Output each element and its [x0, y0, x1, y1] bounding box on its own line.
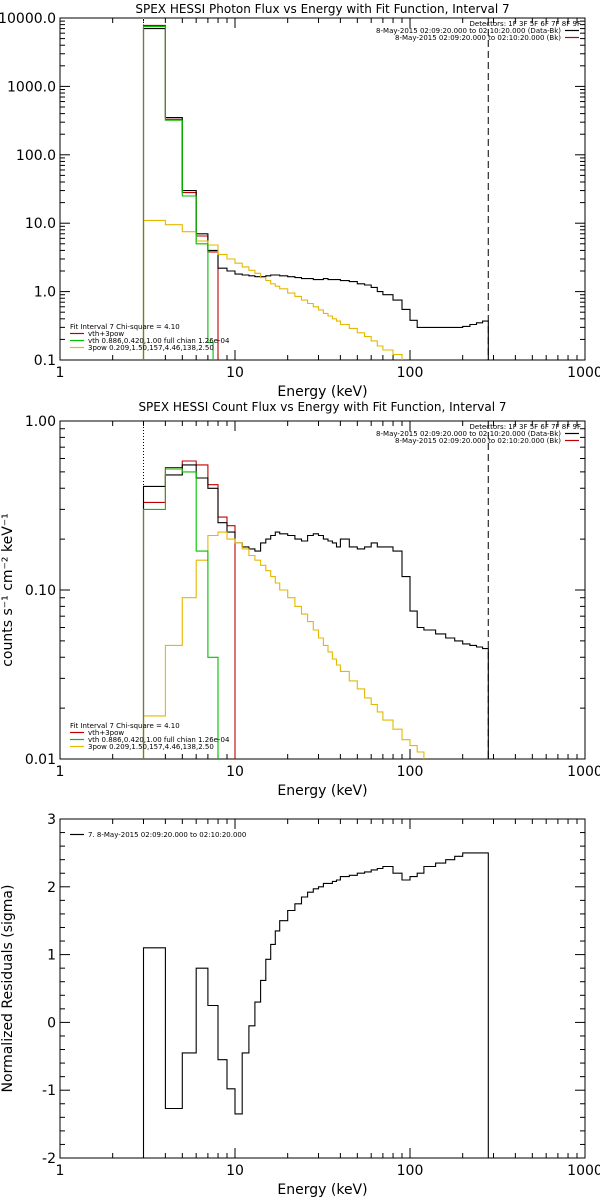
y-tick-label: -2 [42, 1151, 56, 1167]
fit-legend-text: 3pow 0.209,1.50,157,4.46,138,2.50 [88, 743, 214, 751]
x-tick-label: 100 [397, 365, 424, 381]
x-tick-label: 1000 [567, 365, 600, 381]
y-axis-label: Normalized Residuals (sigma) [0, 885, 16, 1093]
header-legend-text: 8-May-2015 02:09:20.000 to 02:10:20.000 … [395, 437, 561, 445]
y-tick-label: 100.0 [16, 148, 56, 164]
y-axis-label: counts s⁻¹ cm⁻² keV⁻¹ [0, 513, 16, 667]
fit-legend-text: 7. 8-May-2015 02:09:20.000 to 02:10:20.0… [88, 831, 246, 839]
y-tick-label: 0.10 [25, 583, 56, 599]
series-line-1 [142, 464, 489, 759]
x-tick-label: 100 [397, 1163, 424, 1179]
y-tick-label: -1 [42, 1083, 56, 1099]
series-line-1 [142, 28, 489, 360]
y-tick-label: 2 [47, 880, 56, 896]
header-legend-text: 8-May-2015 02:09:20.000 to 02:10:20.000 … [376, 27, 561, 35]
fit-legend-text: Fit Interval 7 Chi-square = 4.10 [70, 323, 180, 331]
series-line-4 [142, 531, 425, 759]
x-tick-label: 1000 [567, 1163, 600, 1179]
fit-legend-text: Fit Interval 7 Chi-square = 4.10 [70, 722, 180, 730]
y-tick-label: 0.1 [34, 353, 56, 369]
plot-frame [59, 420, 586, 760]
x-axis-label: Energy (keV) [277, 1182, 367, 1198]
x-axis-label: Energy (keV) [277, 384, 367, 400]
y-tick-label: 1000.0 [7, 79, 56, 95]
series-line-1 [142, 852, 489, 1158]
y-tick-label: 3 [47, 812, 56, 828]
chart-panel-3: 1 10 100 1000 -2 -1 0 1 2 3 Energy (keV) Normalized… [0, 812, 600, 1198]
y-tick-label: 1.0 [34, 285, 56, 301]
y-tick-label: 10.0 [25, 216, 56, 232]
series-line-2 [142, 460, 236, 759]
header-legend-text: 8-May-2015 02:09:20.000 to 02:10:20.000 … [395, 34, 561, 42]
series-line-2 [142, 24, 219, 360]
x-tick-label: 1 [56, 365, 65, 381]
series-line-3 [142, 468, 219, 759]
x-tick-label: 1 [56, 764, 65, 780]
y-tick-label: 1.00 [25, 414, 56, 430]
chart-title: SPEX HESSI Photon Flux vs Energy with Fi… [135, 2, 509, 16]
x-tick-label: 10 [226, 764, 244, 780]
x-axis-label: Energy (keV) [277, 783, 367, 799]
y-tick-label: 0.01 [25, 752, 56, 768]
chart-title: SPEX HESSI Count Flux vs Energy with Fit… [138, 400, 506, 414]
series-line-3 [142, 25, 214, 360]
x-tick-label: 10 [226, 1163, 244, 1179]
series-line-4 [142, 219, 403, 360]
plot-frame [59, 818, 586, 1159]
fit-legend-text: vth+3pow [88, 330, 124, 338]
y-tick-label: 1 [47, 948, 56, 964]
y-tick-label: 10000.0 [0, 11, 56, 27]
fit-legend-text: vth 0.886,0.420,1.00 full chian 1.26e-04 [88, 337, 230, 345]
x-tick-label: 10 [226, 365, 244, 381]
y-tick-label: 0 [47, 1015, 56, 1031]
fit-legend-text: vth 0.886,0.420,1.00 full chian 1.26e-04 [88, 736, 230, 744]
x-tick-label: 1000 [567, 764, 600, 780]
fit-legend-text: 3pow 0.209,1.50,157,4.46,138,2.50 [88, 344, 214, 352]
plot-frame [59, 17, 586, 361]
x-tick-label: 1 [56, 1163, 65, 1179]
header-legend-text: Detectors: 1F 3F 5F 6F 7F 8F 9F [470, 20, 581, 28]
fit-legend-text: vth+3pow [88, 729, 124, 737]
header-legend-text: 8-May-2015 02:09:20.000 to 02:10:20.000 … [376, 430, 561, 438]
header-legend-text: Detectors: 1F 3F 5F 6F 7F 8F 9F [470, 423, 581, 431]
chart-panel-2: SPEX HESSI Count Flux vs Energy with Fit… [0, 400, 600, 799]
x-tick-label: 100 [397, 764, 424, 780]
chart-panel-1: SPEX HESSI Photon Flux vs Energy with Fi… [0, 2, 600, 400]
